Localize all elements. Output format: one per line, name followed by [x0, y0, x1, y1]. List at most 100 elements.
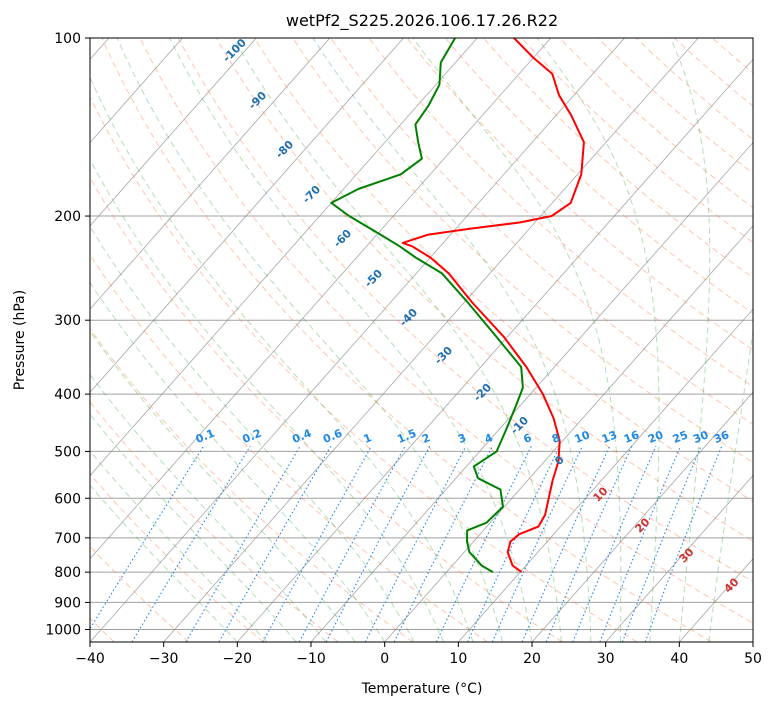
- y-tick-label: 200: [54, 209, 81, 225]
- isotherm-line: [90, 38, 331, 310]
- dry-adiabat-line: [254, 38, 753, 502]
- y-tick-label: 500: [54, 444, 81, 460]
- isotherm-line: [90, 38, 552, 560]
- mixing-ratio-line: [435, 445, 532, 642]
- chart-title: wetPf2_S225.2026.106.17.26.R22: [286, 11, 558, 31]
- mixing-ratio-label: 30: [691, 428, 710, 446]
- moist-adiabat-line: [90, 281, 386, 642]
- reference-lines: [90, 38, 753, 642]
- moist-adiabat-line: [90, 225, 415, 642]
- moist-adiabat-line: [708, 327, 753, 642]
- x-tick-label: 10: [449, 651, 467, 667]
- y-tick-label: 1000: [45, 622, 81, 638]
- y-axis-label: Pressure (hPa): [12, 290, 28, 390]
- y-tick-label: 400: [54, 387, 81, 403]
- isotherm-line: [531, 391, 753, 642]
- axes: −40 −30 −20 −10 0 10 20 30 40 50 100 200 300 400 500 60…: [45, 31, 762, 667]
- isotherm-line: [90, 38, 183, 144]
- dry-adiabat-line: [90, 253, 488, 642]
- moist-adiabat-line: [90, 450, 268, 642]
- sounding-lines: [330, 38, 585, 573]
- dry-adiabat-line: [292, 38, 753, 464]
- x-tick-label: −40: [75, 651, 105, 667]
- isotherm-line: [458, 308, 753, 642]
- mixing-ratio-line: [393, 445, 493, 642]
- mixing-ratio-line: [131, 445, 251, 642]
- dry-adiabat-line: [330, 38, 753, 425]
- x-tick-label: 0: [380, 651, 389, 667]
- moist-adiabat-line: [670, 38, 711, 642]
- isotherm-line: [163, 38, 699, 642]
- dry-adiabat-line: [90, 545, 190, 642]
- mixing-ratio-label: 1: [362, 431, 374, 446]
- reference-line-labels: 0.1 0.2 0.4 0.6 1 1.5 2 3 4 6 8 10 13 16 20 25 30 36-100-…: [194, 36, 742, 596]
- moist-adiabat-line: [90, 158, 445, 642]
- y-tick-label: 700: [54, 531, 81, 547]
- mixing-ratio-label: 3: [456, 431, 468, 446]
- mixing-ratio-line: [90, 445, 204, 630]
- dry-adiabat-line: [90, 176, 563, 642]
- moist-adiabat-line: [233, 38, 562, 642]
- x-tick-label: −10: [296, 651, 326, 667]
- mixing-ratio-line: [521, 445, 611, 642]
- moist-adiabat-line: [116, 38, 503, 642]
- mixing-ratio-line: [545, 445, 633, 642]
- x-tick-label: 20: [523, 651, 541, 667]
- mixing-ratio-label: 36: [712, 428, 731, 446]
- y-tick-label: 900: [54, 595, 81, 611]
- isotherm-line: [90, 38, 625, 642]
- isotherm-line: [237, 58, 753, 642]
- mixing-ratio-label: 16: [622, 428, 641, 446]
- isotherm-line: [90, 38, 404, 393]
- isotherm-line: [90, 38, 478, 477]
- moist-adiabat-line: [90, 330, 356, 642]
- x-tick-label: 30: [597, 651, 615, 667]
- dry-adiabat-line: [90, 328, 414, 642]
- moist-adiabat-line: [90, 76, 474, 642]
- dry-adiabat-line: [177, 38, 753, 583]
- mixing-ratio-label: 10: [573, 428, 592, 446]
- moist-adiabat-line: [90, 484, 238, 642]
- dry-adiabat-line: [406, 38, 753, 351]
- dry-adiabat-line: [90, 473, 264, 642]
- moist-adiabat-line: [90, 413, 297, 642]
- dry-adiabat-line: [90, 95, 638, 642]
- mixing-ratio-label: 25: [671, 428, 690, 446]
- isotherm-line: [310, 141, 753, 642]
- isotherm-line: [605, 474, 753, 642]
- dry-adiabat-line: [101, 38, 712, 642]
- mixing-ratio-label: 2: [420, 431, 432, 446]
- moist-adiabat-line: [536, 38, 660, 642]
- isotherm-line: [384, 225, 753, 642]
- mixing-ratio-line: [364, 445, 467, 642]
- mixing-ratio-label: 13: [600, 428, 619, 446]
- mixing-ratio-line: [644, 445, 723, 642]
- dry-adiabat-line: [215, 38, 753, 542]
- x-tick-label: 40: [670, 651, 688, 667]
- temperature-line: [401, 38, 585, 573]
- moist-adiabat-line: [312, 38, 592, 642]
- y-tick-label: 300: [54, 313, 81, 329]
- mixing-ratio-label: 8: [550, 431, 562, 446]
- y-tick-label: 100: [54, 31, 81, 47]
- plot-frame: [89, 37, 754, 643]
- isotherm-line: [90, 38, 257, 227]
- x-tick-label: 50: [744, 651, 762, 667]
- dry-adiabat-line: [90, 401, 339, 642]
- mixing-ratio-line: [185, 445, 301, 642]
- moist-adiabat-line: [412, 38, 622, 642]
- x-tick-label: −20: [223, 651, 253, 667]
- moist-adiabat-line: [90, 373, 327, 642]
- x-tick-label: −30: [149, 651, 179, 667]
- y-tick-label: 800: [54, 565, 81, 581]
- moist-adiabat-line: [169, 38, 533, 642]
- dry-adiabat-line: [368, 38, 753, 388]
- mixing-ratio-line: [621, 445, 702, 642]
- dewpoint-line: [330, 38, 524, 573]
- dry-adiabat-line: [139, 38, 753, 624]
- mixing-ratio-line: [262, 445, 372, 642]
- mixing-ratio-label: 20: [646, 428, 665, 446]
- y-tick-label: 600: [54, 491, 81, 507]
